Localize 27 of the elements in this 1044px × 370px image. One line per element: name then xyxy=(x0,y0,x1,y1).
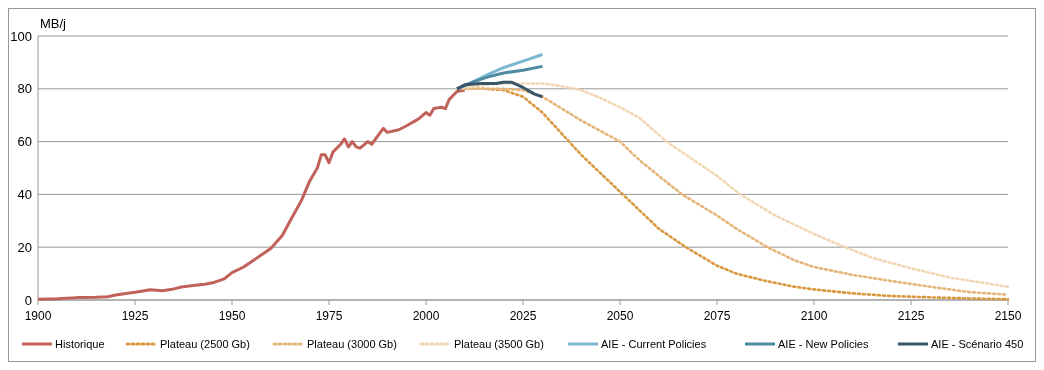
x-tick-label: 2100 xyxy=(800,309,828,323)
legend-label: Plateau (3500 Gb) xyxy=(454,337,544,350)
line-series xyxy=(36,88,467,301)
x-tick-label: 2150 xyxy=(994,309,1022,323)
x-tick-label: 2000 xyxy=(412,309,440,323)
x-tick-label: 2125 xyxy=(897,309,925,323)
y-tick-label: 80 xyxy=(17,81,32,97)
y-tick-label: 0 xyxy=(24,292,32,308)
x-tick-label: 2075 xyxy=(703,309,731,323)
y-tick-label: 100 xyxy=(10,28,32,44)
x-tick-label: 1925 xyxy=(121,309,149,323)
line-series xyxy=(455,80,544,99)
x-tick-label: 1975 xyxy=(315,309,343,323)
y-tick-label: 60 xyxy=(17,134,32,150)
legend-label: AIE - New Policies xyxy=(778,337,869,350)
legend-label: Plateau (2500 Gb) xyxy=(160,337,250,350)
legend-label: Plateau (3000 Gb) xyxy=(307,337,397,350)
x-tick-label: 2050 xyxy=(606,309,634,323)
legend-label: AIE - Scénario 450 xyxy=(931,337,1024,350)
x-tick-label: 1900 xyxy=(24,309,52,323)
x-tick-label: 1950 xyxy=(218,309,246,323)
y-tick-label: 40 xyxy=(17,186,32,202)
y-tick-label: 20 xyxy=(17,239,32,255)
x-tick-label: 2025 xyxy=(509,309,537,323)
legend-label: Historique xyxy=(55,337,105,350)
y-axis-title: MB/j xyxy=(40,16,67,31)
legend-label: AIE - Current Policies xyxy=(601,337,707,350)
